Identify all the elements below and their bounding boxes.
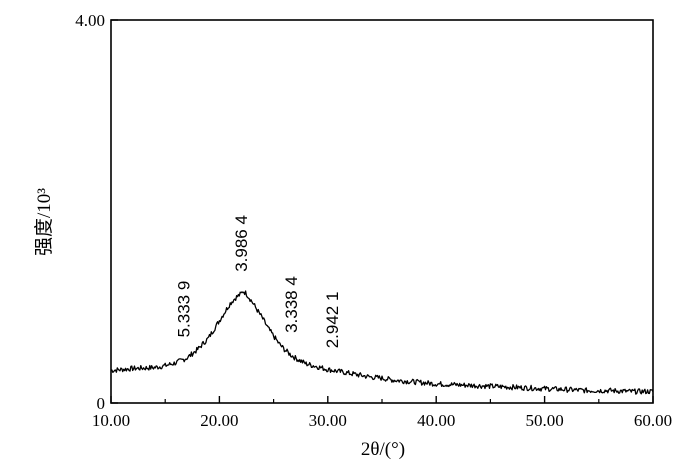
- x-tick-label: 30.00: [309, 411, 347, 430]
- x-tick-label: 20.00: [200, 411, 238, 430]
- x-tick-label: 40.00: [417, 411, 455, 430]
- peak-label: 3.986 4: [232, 215, 251, 272]
- x-tick-label: 10.00: [92, 411, 130, 430]
- y-tick-label: 4.00: [75, 11, 105, 30]
- y-tick-label: 0: [97, 394, 106, 413]
- xrd-series-line: [110, 290, 654, 395]
- tick-labels-layer: 10.00 20.00 30.00 40.00 50.00 60.00 0 4.00: [75, 11, 672, 430]
- peak-label: 2.942 1: [323, 292, 342, 349]
- y-axis-title: 强度/10³: [33, 188, 55, 256]
- x-axis-title: 2θ/(°): [361, 439, 405, 460]
- peak-annotations: 5.333 9 3.986 4 3.338 4 2.942 1: [175, 215, 343, 348]
- x-tick-label: 50.00: [525, 411, 563, 430]
- ticks-layer: [110, 19, 654, 404]
- x-tick-label: 60.00: [634, 411, 672, 430]
- plot-frame: [110, 19, 654, 404]
- peak-label: 3.338 4: [282, 276, 301, 333]
- peak-label: 5.333 9: [175, 281, 194, 338]
